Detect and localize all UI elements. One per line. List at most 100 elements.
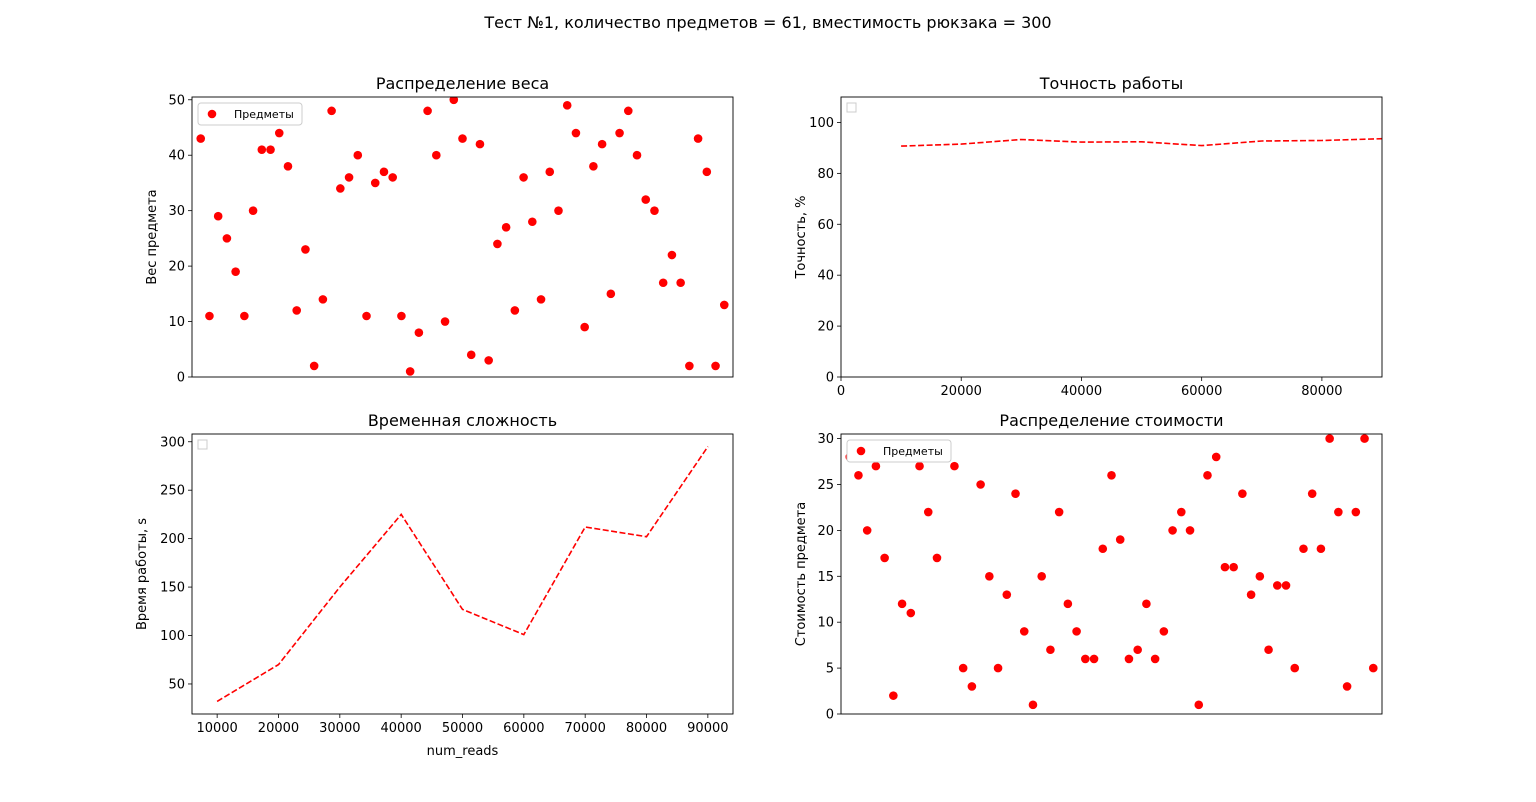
data-point <box>1194 700 1204 710</box>
x-tick-label: 20000 <box>941 384 982 399</box>
data-point <box>1124 654 1134 664</box>
data-point <box>1325 434 1334 443</box>
data-point <box>274 128 284 138</box>
data-point <box>327 106 336 116</box>
data-point <box>676 278 685 288</box>
x-tick-label: 50000 <box>442 721 483 736</box>
data-point <box>854 471 863 480</box>
data-point <box>632 150 642 160</box>
data-point <box>1046 645 1055 655</box>
data-point <box>231 267 240 276</box>
plot-area <box>901 137 1382 147</box>
data-point <box>871 461 881 471</box>
y-tick-label: 40 <box>817 269 834 284</box>
legend-box <box>197 102 303 126</box>
data-point <box>1299 544 1308 554</box>
y-tick-label: 0 <box>177 371 185 386</box>
data-point <box>466 350 476 360</box>
data-point <box>897 599 907 609</box>
data-point <box>1037 571 1046 581</box>
data-point <box>423 106 432 116</box>
data-point <box>711 361 720 371</box>
data-point <box>1238 489 1247 498</box>
axes-frame <box>191 96 734 378</box>
series-line <box>216 446 709 703</box>
y-tick-label: 20 <box>817 320 834 335</box>
y-tick-label: 15 <box>817 570 834 585</box>
data-point <box>1063 599 1073 609</box>
data-point <box>1177 507 1186 517</box>
y-tick-label: 100 <box>160 629 185 644</box>
y-tick-label: 150 <box>160 581 185 596</box>
data-point <box>623 106 633 116</box>
y-axis-label: Время работы, s <box>135 518 150 630</box>
data-point <box>1264 645 1273 655</box>
y-tick-label: 200 <box>160 532 185 547</box>
axes-frame <box>191 433 734 715</box>
axes-frame <box>840 96 1383 378</box>
data-point <box>493 239 502 249</box>
data-point <box>985 571 994 581</box>
x-tick-label: 70000 <box>564 721 605 736</box>
data-point <box>388 173 397 182</box>
data-point <box>976 480 985 489</box>
data-point <box>484 356 493 365</box>
data-point <box>1072 627 1081 636</box>
data-point <box>248 206 258 215</box>
data-point <box>1220 562 1230 572</box>
data-point <box>1133 645 1142 655</box>
data-point <box>906 608 916 618</box>
data-point <box>379 167 389 177</box>
data-point <box>1255 571 1265 581</box>
data-point <box>589 162 598 171</box>
data-point <box>580 322 589 332</box>
data-point <box>458 134 467 143</box>
empty-legend-box <box>197 439 208 450</box>
data-point <box>1229 562 1238 572</box>
legend-label: Предметы <box>883 445 943 458</box>
x-tick-label: 10000 <box>196 721 237 736</box>
y-tick-label: 5 <box>826 662 834 677</box>
x-tick-label: 40000 <box>1061 384 1102 399</box>
data-point <box>405 367 415 376</box>
data-point <box>862 526 872 535</box>
data-point <box>1028 700 1038 710</box>
data-point <box>362 311 371 321</box>
data-point <box>597 139 607 149</box>
data-point <box>301 245 310 254</box>
legend-marker <box>207 109 217 119</box>
plot-area <box>216 446 709 703</box>
empty-legend-box <box>846 102 857 113</box>
data-point <box>958 663 968 673</box>
data-point <box>1019 627 1029 636</box>
y-tick-label: 10 <box>168 315 185 330</box>
x-tick-label: 60000 <box>1181 384 1222 399</box>
data-point <box>923 507 933 517</box>
series-line <box>901 137 1382 147</box>
data-point <box>213 211 223 221</box>
y-tick-label: 60 <box>817 218 834 233</box>
data-point <box>266 145 275 154</box>
data-point <box>1368 663 1378 673</box>
data-point <box>1011 489 1020 498</box>
data-point <box>1281 581 1291 590</box>
data-point <box>1211 452 1221 462</box>
x-tick-label: 80000 <box>1301 384 1342 399</box>
legend: Предметы <box>846 439 952 463</box>
data-point <box>1115 535 1125 544</box>
data-point <box>283 162 293 171</box>
y-tick-label: 40 <box>168 149 185 164</box>
data-point <box>336 184 345 193</box>
data-point <box>702 167 712 177</box>
data-point <box>650 206 659 215</box>
data-point <box>1002 590 1012 599</box>
data-point <box>1168 526 1177 535</box>
data-point <box>318 295 328 304</box>
data-point <box>667 250 677 260</box>
x-tick-label: 60000 <box>503 721 544 736</box>
data-point <box>562 101 572 110</box>
data-point <box>1316 544 1326 554</box>
data-point <box>344 173 354 182</box>
data-point <box>196 134 206 143</box>
x-tick-label: 90000 <box>687 721 728 736</box>
